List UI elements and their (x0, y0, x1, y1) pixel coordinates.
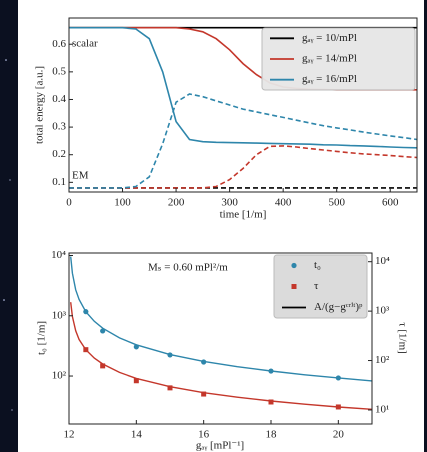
x-tick-label: 300 (221, 197, 238, 209)
annotation: EM (72, 170, 89, 182)
line-series (69, 26, 417, 149)
legend-label: t₀ (314, 259, 321, 271)
legend-label: τ (314, 280, 319, 292)
legend-box (261, 27, 416, 91)
point (335, 375, 341, 381)
x-tick-label: 14 (131, 429, 143, 441)
legend-marker (291, 284, 297, 289)
legend-label: gₐᵧ = 10/mPl (302, 32, 357, 44)
legend-box (273, 254, 368, 319)
x-tick-label: 20 (333, 429, 345, 441)
y-axis-label: t₀ [1/m] (36, 321, 48, 355)
point (335, 404, 341, 410)
y-tick-label: 10² (52, 370, 67, 382)
star (5, 59, 7, 61)
point (268, 368, 274, 374)
point (83, 347, 89, 353)
line-series (69, 93, 417, 189)
axes-frame (68, 17, 418, 193)
y2-tick-label: 10³ (375, 305, 390, 317)
legend-label: A/(g−gᶜʳⁱᵗ)ᵖ (314, 301, 363, 313)
y-tick-label: 0.5 (52, 65, 66, 77)
point (133, 378, 139, 384)
x-tick-label: 0 (66, 197, 72, 209)
x-axis-label: time [1/m] (220, 209, 267, 221)
x-tick-label: 18 (266, 429, 278, 441)
fit-line (70, 302, 372, 410)
y-tick-label: 10³ (52, 309, 67, 321)
y-tick-label: 0.3 (52, 121, 66, 133)
x-tick-label: 100 (114, 197, 131, 209)
x-tick-label: 600 (382, 197, 399, 209)
point (268, 399, 274, 405)
x-tick-label: 400 (275, 197, 292, 209)
legend-marker (291, 262, 297, 269)
point (100, 328, 106, 334)
y2-tick-label: 10⁴ (375, 255, 390, 267)
x-tick-label: 500 (328, 197, 345, 209)
y-tick-label: 0.1 (52, 176, 66, 188)
x-axis-label: gₐᵧ [mPl⁻¹] (196, 440, 244, 452)
annotation: scalar (72, 38, 98, 50)
axes-frame (68, 252, 373, 425)
y-tick-label: 0.6 (52, 38, 66, 50)
legend-label: gₐᵧ = 16/mPl (302, 73, 357, 85)
point (167, 352, 173, 358)
y2-tick-label: 10¹ (375, 403, 389, 415)
legend-label: gₐᵧ = 14/mPl (302, 53, 357, 65)
x-tick-label: 16 (198, 429, 210, 441)
star (3, 299, 5, 301)
point (100, 363, 106, 369)
y-axis-label: total energy [a.u.] (34, 66, 46, 144)
x-tick-label: 12 (64, 429, 75, 441)
y-tick-label: 10⁴ (51, 249, 66, 261)
annotation: Mₛ = 0.60 mPl²/m (148, 262, 228, 274)
x-tick-label: 200 (168, 197, 185, 209)
y2-tick-label: 10² (375, 354, 390, 366)
y2-axis-label: τ [1/m] (396, 322, 408, 354)
point (167, 385, 173, 391)
plot-area (70, 256, 372, 410)
star (11, 409, 13, 411)
y-tick-label: 0.4 (52, 93, 66, 105)
y-tick-label: 0.2 (52, 148, 66, 160)
star (9, 179, 11, 181)
point (83, 309, 89, 315)
point (133, 344, 139, 350)
point (201, 391, 207, 397)
point (201, 359, 207, 365)
fit-line (70, 256, 372, 382)
